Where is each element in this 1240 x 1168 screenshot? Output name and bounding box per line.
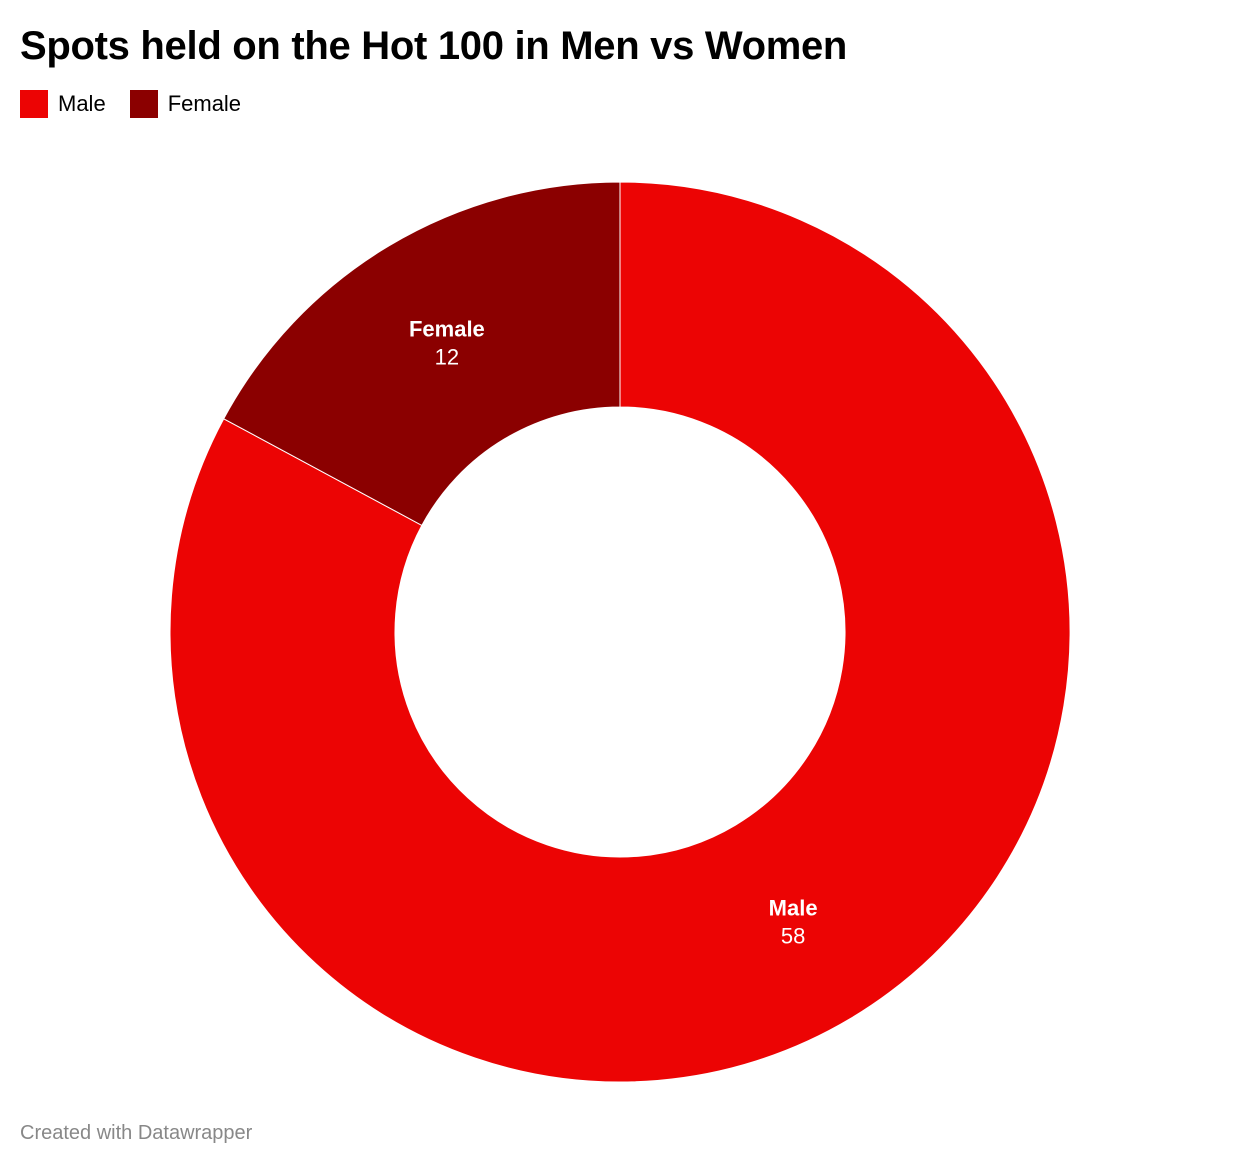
legend: Male Female <box>20 90 265 118</box>
legend-label-male: Male <box>58 91 106 116</box>
legend-item-male: Male <box>20 90 106 118</box>
slice-label-female: Female <box>409 316 485 341</box>
slice-female <box>223 181 621 527</box>
legend-swatch-male <box>20 90 48 118</box>
legend-swatch-female <box>129 90 158 118</box>
slice-value-male: 58 <box>781 924 805 949</box>
slice-value-female: 12 <box>435 344 459 369</box>
slice-label-male: Male <box>769 896 818 921</box>
chart-title: Spots held on the Hot 100 in Men vs Wome… <box>20 24 848 68</box>
credit-footer: Created with Datawrapper <box>20 1122 253 1144</box>
slice-male <box>169 181 1071 1083</box>
legend-label-female: Female <box>167 91 242 116</box>
legend-item-female: Female <box>129 90 242 118</box>
